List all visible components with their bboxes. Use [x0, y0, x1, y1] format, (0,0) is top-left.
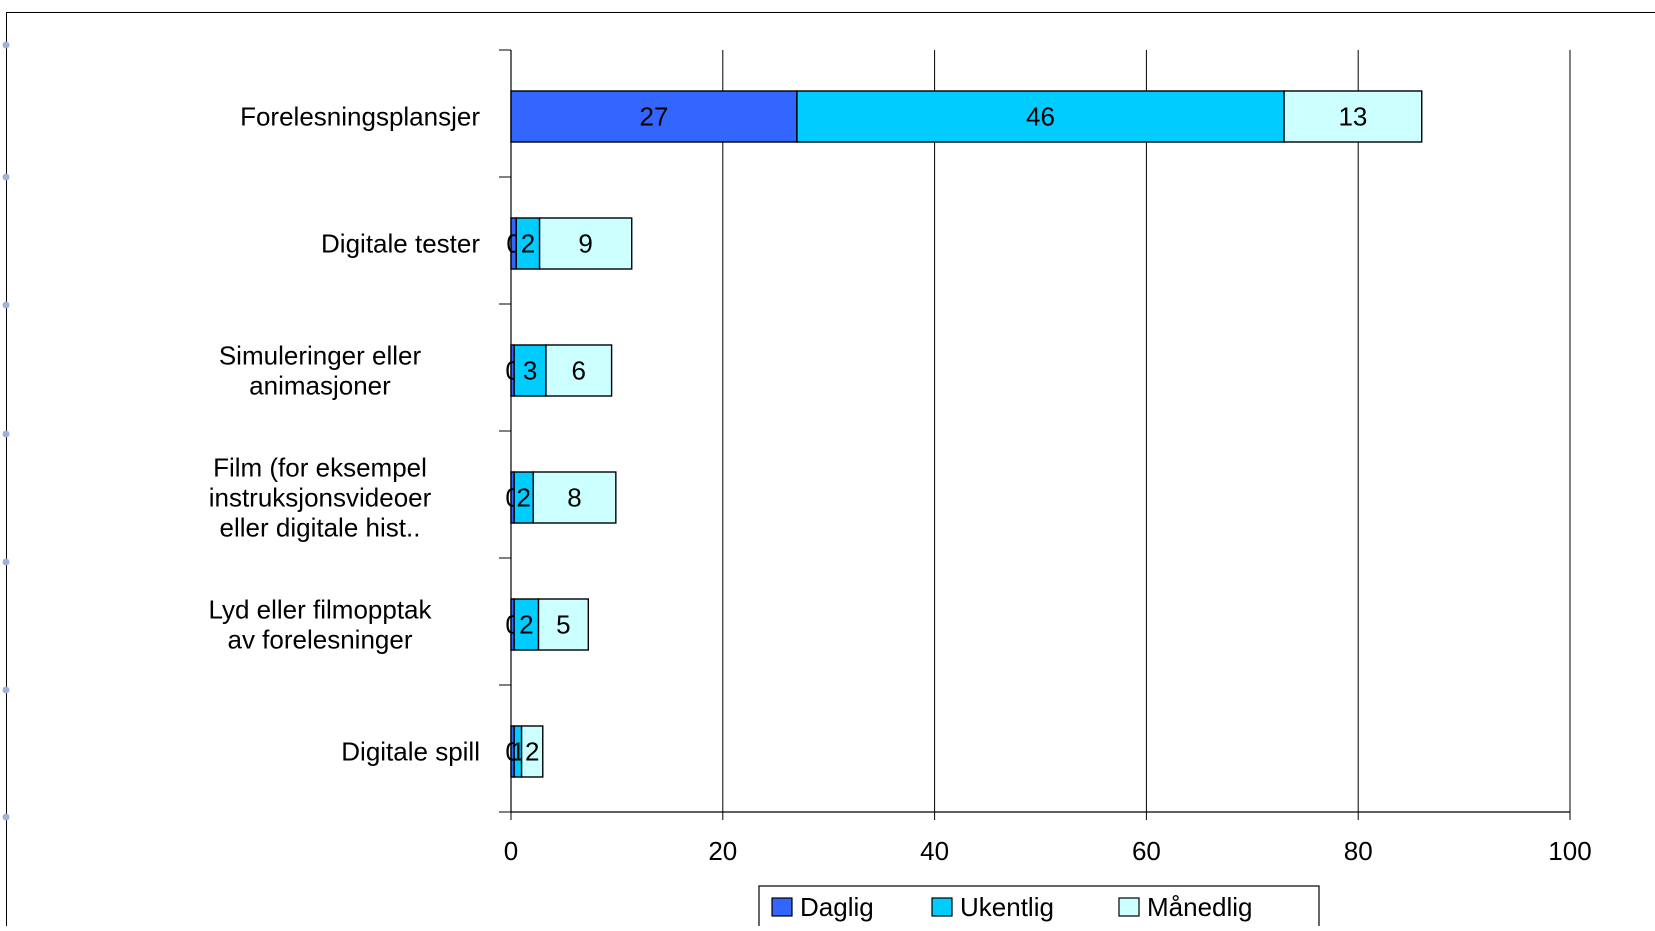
category-label: Digitale tester	[321, 229, 480, 259]
data-label: 2	[525, 737, 539, 767]
data-label: 46	[1026, 102, 1055, 132]
margin-dot	[3, 814, 10, 821]
margin-dot	[3, 431, 10, 438]
category-label-line: animasjoner	[249, 371, 391, 401]
category-label-line: av forelesninger	[228, 625, 413, 655]
x-tick-label: 80	[1344, 836, 1373, 866]
x-tick-label: 60	[1132, 836, 1161, 866]
category-label-line: Digitale tester	[321, 229, 480, 259]
legend-label: Daglig	[800, 892, 874, 922]
data-label: 9	[578, 229, 592, 259]
x-tick-label: 0	[504, 836, 518, 866]
category-label-line: Digitale spill	[341, 737, 480, 767]
category-label-line: eller digitale hist..	[220, 513, 421, 543]
data-label: 27	[640, 102, 669, 132]
category-label-line: Forelesningsplansjer	[240, 102, 480, 132]
legend: Daglig Ukentlig Månedlig	[759, 886, 1319, 926]
margin-dot	[3, 174, 10, 181]
margin-dot	[3, 687, 10, 694]
data-label: 6	[572, 356, 586, 386]
margin-dot	[3, 559, 10, 566]
margin-dot	[3, 42, 10, 49]
x-tick-label: 100	[1548, 836, 1591, 866]
legend-label: Månedlig	[1147, 892, 1253, 922]
x-tick-label: 40	[920, 836, 949, 866]
legend-label: Ukentlig	[960, 892, 1054, 922]
data-label: 13	[1338, 102, 1367, 132]
x-tick-label: 20	[708, 836, 737, 866]
category-label-line: Simuleringer eller	[219, 341, 422, 371]
category-label-line: Lyd eller filmopptak	[208, 595, 432, 625]
legend-swatch	[772, 898, 792, 916]
category-label: Digitale spill	[341, 737, 480, 767]
margin-dot	[3, 302, 10, 309]
data-label: 8	[567, 483, 581, 513]
legend-swatch	[1119, 898, 1139, 916]
legend-swatch	[932, 898, 952, 916]
data-label: 3	[523, 356, 537, 386]
data-label: 5	[556, 610, 570, 640]
category-label: Forelesningsplansjer	[240, 102, 480, 132]
data-label: 2	[516, 483, 530, 513]
category-label-line: instruksjonsvideoer	[209, 483, 432, 513]
category-label-line: Film (for eksempel	[213, 453, 427, 483]
data-label: 2	[519, 610, 533, 640]
data-label: 2	[521, 229, 535, 259]
